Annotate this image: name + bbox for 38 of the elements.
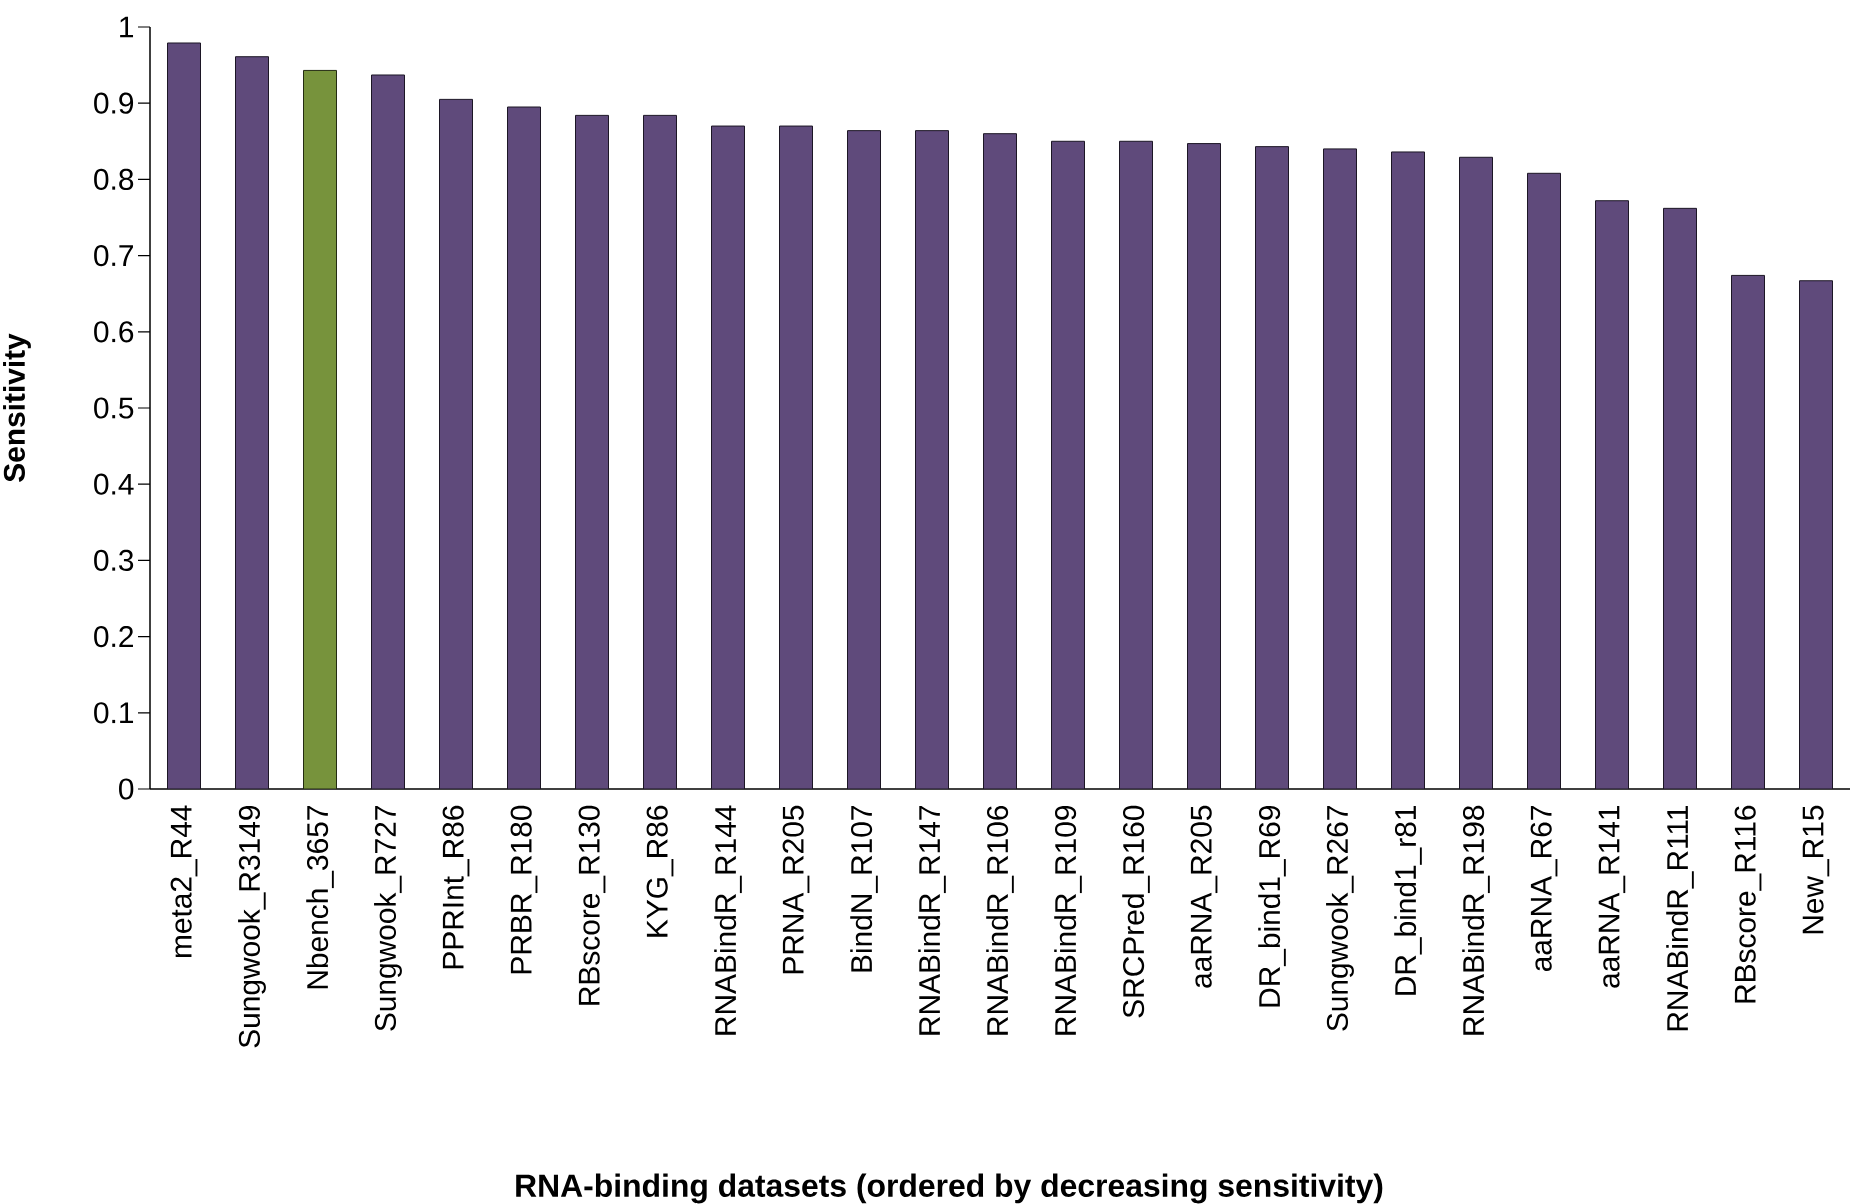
y-tick-label: 0.4 bbox=[94, 473, 134, 495]
y-tick-label: 0.1 bbox=[94, 702, 134, 724]
y-tick-label: 0.7 bbox=[94, 245, 133, 267]
y-tick-label: 0.2 bbox=[94, 626, 133, 648]
y-tick-label: 0 bbox=[119, 778, 134, 800]
y-tick-label: 0.9 bbox=[94, 92, 134, 114]
x-tick-label: Sungwook_R267 bbox=[1326, 806, 1354, 1031]
x-tick-label: KYG_R86 bbox=[646, 805, 674, 937]
x-tick-label: SRCPred_R160 bbox=[1122, 805, 1150, 1018]
x-tick-label: RNABindR_R144 bbox=[714, 805, 742, 1035]
y-tick-label: 0.6 bbox=[94, 321, 134, 343]
x-tick-label: DR_bind1_r81 bbox=[1394, 806, 1422, 995]
x-tick-label: Sungwook_R727 bbox=[374, 806, 402, 1031]
x-tick-label: RNABindR_R198 bbox=[1462, 805, 1490, 1035]
x-tick-label: aaRNA_R205 bbox=[1190, 805, 1218, 988]
x-tick-label: RNABindR_R111 bbox=[1666, 806, 1694, 1031]
y-tick-label: 0.3 bbox=[94, 549, 134, 571]
x-tick-label: PPRInt_R86 bbox=[442, 805, 470, 969]
x-tick-label: PRBR_R180 bbox=[510, 805, 538, 974]
x-tick-label: RBscore_R116 bbox=[1734, 805, 1762, 1003]
x-tick-label: RNABindR_R106 bbox=[986, 805, 1014, 1035]
x-tick-label: PRNA_R205 bbox=[782, 805, 810, 974]
x-tick-label: meta2_R44 bbox=[170, 805, 198, 958]
y-axis-title: Sensitivity bbox=[3, 333, 31, 482]
x-tick-label: Nbench_3657 bbox=[306, 806, 334, 989]
x-tick-label: Sungwook_R3149 bbox=[238, 805, 266, 1048]
x-tick-label: New_R15 bbox=[1802, 805, 1830, 934]
y-tick-label: 1 bbox=[120, 16, 134, 38]
y-tick-label: 0.8 bbox=[94, 168, 134, 190]
x-axis-title: RNA-binding datasets (ordered by decreasing sensitivity) bbox=[516, 1173, 1383, 1204]
x-tick-label: aaRNA_R67 bbox=[1530, 806, 1558, 972]
x-tick-label: RNABindR_R147 bbox=[918, 806, 946, 1035]
x-tick-label: DR_bind1_R69 bbox=[1258, 805, 1286, 1007]
x-tick-label: aaRNA_R141 bbox=[1598, 806, 1626, 988]
x-tick-label: BindN_R107 bbox=[850, 806, 878, 972]
x-tick-label: RBscore_R130 bbox=[578, 805, 606, 1005]
x-tick-label: RNABindR_R109 bbox=[1054, 805, 1082, 1035]
y-tick-label: 0.5 bbox=[94, 397, 134, 419]
